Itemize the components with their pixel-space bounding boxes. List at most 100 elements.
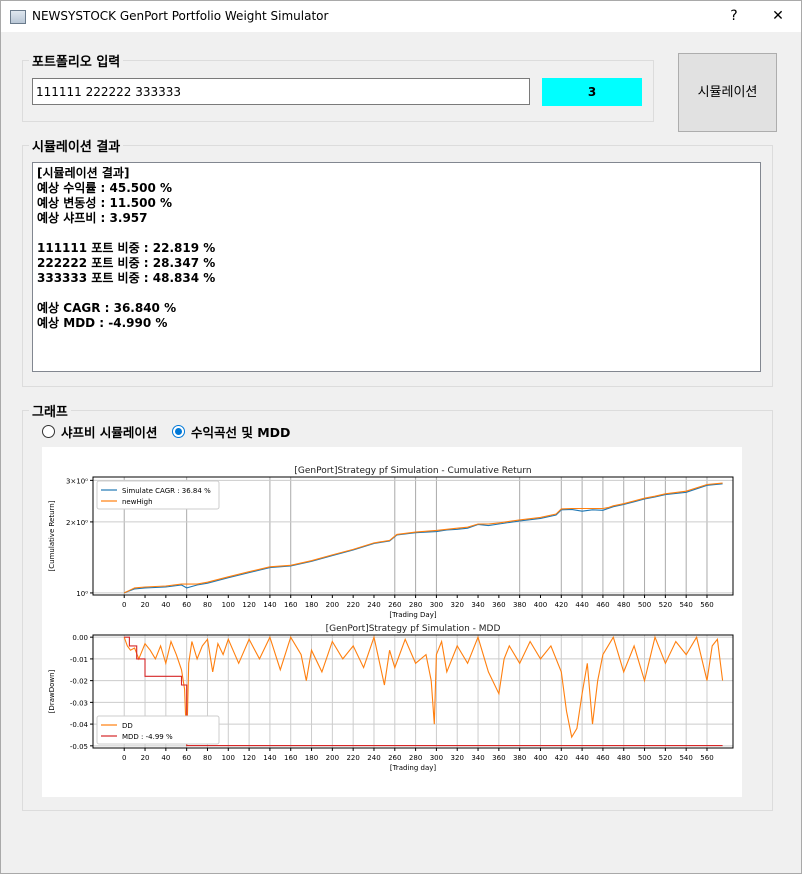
chart-title: [GenPort]Strategy pf Simulation - MDD: [326, 624, 501, 634]
title-bar: NEWSYSTOCK GenPort Portfolio Weight Simu…: [1, 1, 801, 32]
x-tick-label: 80: [203, 754, 212, 762]
y-tick-label: 10⁰: [76, 590, 88, 598]
x-tick-label: 500: [638, 601, 651, 609]
x-tick-label: 140: [263, 601, 276, 609]
x-tick-label: 20: [141, 754, 150, 762]
x-axis-label: [Trading day]: [390, 764, 437, 772]
x-tick-label: 120: [242, 754, 255, 762]
radio-sharpe-label: 샤프비 시뮬레이션: [61, 425, 158, 440]
result-line: [37, 286, 756, 301]
x-tick-label: 240: [367, 601, 380, 609]
x-tick-label: 480: [617, 601, 630, 609]
result-line: [시뮬레이션 결과]: [37, 166, 130, 180]
x-tick-label: 0: [122, 754, 126, 762]
x-tick-label: 320: [451, 754, 464, 762]
y-tick-label: 0.00: [72, 634, 88, 642]
x-tick-label: 260: [388, 754, 401, 762]
x-tick-label: 40: [161, 601, 170, 609]
x-tick-label: 60: [182, 601, 191, 609]
x-tick-label: 220: [346, 754, 359, 762]
legend-label: MDD : -4.99 %: [122, 733, 173, 741]
help-button[interactable]: ?: [730, 8, 738, 24]
y-axis-label: [Cumulative Return]: [48, 500, 56, 571]
radio-sharpe-circle[interactable]: [42, 425, 55, 438]
plot-frame: [92, 634, 734, 749]
result-line: 예상 CAGR : 36.840 %: [37, 301, 177, 315]
y-tick-label: -0.04: [70, 721, 89, 729]
results-textbox[interactable]: [시뮬레이션 결과] 예상 수익률 : 45.500 % 예상 변동성 : 11…: [32, 162, 761, 372]
x-tick-label: 280: [409, 601, 422, 609]
x-tick-label: 180: [305, 754, 318, 762]
y-tick-label: 2×10⁰: [66, 519, 88, 527]
series-line: [124, 483, 723, 594]
x-tick-label: 300: [430, 754, 443, 762]
x-tick-label: 100: [222, 754, 235, 762]
portfolio-codes-input[interactable]: 111111 222222 333333: [32, 78, 530, 105]
result-line: [37, 226, 756, 241]
result-line: 333333 포트 비중 : 48.834 %: [37, 271, 216, 285]
x-tick-label: 280: [409, 754, 422, 762]
x-tick-label: 540: [679, 754, 692, 762]
x-tick-label: 560: [700, 754, 713, 762]
x-tick-label: 360: [492, 754, 505, 762]
x-tick-label: 20: [141, 601, 150, 609]
y-axis-label: [DrawDown]: [48, 669, 56, 713]
y-tick-label: -0.03: [70, 699, 88, 707]
result-line: 예상 변동성 : 11.500 %: [37, 196, 173, 210]
close-button[interactable]: ✕: [772, 8, 784, 24]
radio-return-mdd-circle[interactable]: [172, 425, 185, 438]
results-title: 시뮬레이션 결과: [29, 136, 124, 155]
result-line: 예상 MDD : -4.990 %: [37, 316, 168, 330]
radio-return-mdd-label: 수익곡선 및 MDD: [191, 425, 291, 440]
x-tick-label: 40: [161, 754, 170, 762]
x-tick-label: 220: [346, 601, 359, 609]
portfolio-input-title: 포트폴리오 입력: [29, 51, 124, 70]
series-line: [123, 482, 723, 594]
result-line: 예상 수익률 : 45.500 %: [37, 181, 173, 195]
x-tick-label: 400: [534, 754, 547, 762]
result-line: 222222 포트 비중 : 28.347 %: [37, 256, 216, 270]
portfolio-input-group: [22, 60, 654, 122]
x-tick-label: 480: [617, 754, 630, 762]
x-tick-label: 240: [367, 754, 380, 762]
x-tick-label: 540: [679, 601, 692, 609]
graph-group: [22, 410, 773, 811]
x-tick-label: 340: [471, 601, 484, 609]
app-icon: [10, 10, 26, 24]
legend-label: Simulate CAGR : 36.84 %: [122, 487, 211, 495]
x-tick-label: 420: [555, 601, 568, 609]
x-tick-label: 0: [122, 601, 126, 609]
x-tick-label: 440: [575, 754, 588, 762]
x-tick-label: 200: [326, 601, 339, 609]
x-tick-label: 160: [284, 601, 297, 609]
x-tick-label: 300: [430, 601, 443, 609]
portfolio-count-badge: 3: [542, 78, 642, 106]
charts-svg: [GenPort]Strategy pf Simulation - Cumula…: [48, 466, 734, 772]
graph-title: 그래프: [29, 401, 71, 420]
result-line: 111111 포트 비중 : 22.819 %: [37, 241, 216, 255]
y-tick-label: -0.01: [70, 656, 88, 664]
x-tick-label: 560: [700, 601, 713, 609]
series-line: [124, 636, 723, 747]
simulate-button[interactable]: 시뮬레이션: [678, 53, 777, 132]
window-title: NEWSYSTOCK GenPort Portfolio Weight Simu…: [32, 9, 329, 23]
legend-label: DD: [122, 722, 133, 730]
results-group: [22, 145, 773, 387]
legend-label: newHigh: [122, 498, 153, 506]
x-tick-label: 460: [596, 754, 609, 762]
x-tick-label: 260: [388, 601, 401, 609]
x-tick-label: 460: [596, 601, 609, 609]
x-tick-label: 380: [513, 754, 526, 762]
x-tick-label: 80: [203, 601, 212, 609]
x-tick-label: 520: [659, 601, 672, 609]
x-tick-label: 140: [263, 754, 276, 762]
y-tick-label: -0.02: [70, 678, 88, 686]
plot-frame: [92, 476, 734, 596]
chart-title: [GenPort]Strategy pf Simulation - Cumula…: [294, 466, 531, 476]
x-tick-label: 380: [513, 601, 526, 609]
x-tick-label: 100: [222, 601, 235, 609]
x-tick-label: 420: [555, 754, 568, 762]
x-axis-label: [Trading Day]: [389, 611, 436, 619]
x-tick-label: 320: [451, 601, 464, 609]
x-tick-label: 340: [471, 754, 484, 762]
